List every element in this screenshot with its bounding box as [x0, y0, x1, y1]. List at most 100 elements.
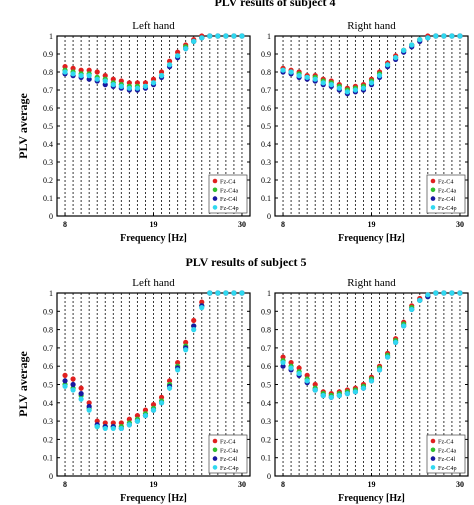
panel-3-point-fz-c4 — [134, 413, 141, 419]
panel-4-point-fz-c4p — [304, 378, 310, 384]
panel-1-ytick-label: 0.5 — [43, 122, 53, 131]
panel-3-point-fz-c4 — [110, 420, 116, 426]
panel-3-point-fz-c4p — [110, 425, 116, 432]
panel-1-point-fz-c4p — [134, 85, 141, 91]
panel-2-point-fz-c4p — [384, 62, 391, 68]
panel-3-xtick-label: 30 — [238, 480, 246, 489]
panel-2-title: Right hand — [347, 20, 396, 32]
panel-3-ytick-label: 0.6 — [43, 362, 53, 371]
panel-2-ytick-label: 0.7 — [261, 86, 271, 95]
panel-4-ytick-label: 0.2 — [261, 435, 271, 444]
panel-3-point-fz-c4p — [199, 305, 205, 311]
panel-3-point-fz-c4l — [70, 381, 76, 388]
panel-3-ytick-label: 0 — [49, 472, 53, 481]
panel-4-legend-label: Fz-C4p — [438, 465, 457, 472]
panel-1-point-fz-c4p — [62, 69, 68, 75]
panel-1-ytick-label: 1 — [49, 32, 53, 41]
panel-2-legend-marker — [430, 178, 436, 184]
panel-1-ytick-label: 0.2 — [43, 176, 53, 185]
panel-1-point-fz-c4p — [70, 71, 76, 77]
panel-3-point-fz-c4p — [118, 425, 124, 432]
panel-3-ytick-label: 0.3 — [43, 417, 53, 426]
panel-4-ytick-label: 0.6 — [261, 362, 271, 371]
panel-1-point-fz-c4p — [207, 33, 213, 39]
panel-4-ytick-label: 0.4 — [261, 399, 271, 408]
panel-3-title: Left hand — [132, 277, 175, 289]
panel-1-point-fz-c4p — [191, 38, 197, 45]
panel-4-x-axis-label: Frequency [Hz] — [338, 493, 405, 504]
panel-1-point-fz-c4p — [158, 73, 165, 79]
panel-4-point-fz-c4p — [296, 370, 302, 377]
panel-3-point-fz-c4p — [215, 290, 221, 296]
panel-2-point-fz-c4p — [441, 33, 447, 39]
panel-1-point-fz-c4 — [142, 80, 149, 86]
panel-3-point-fz-c4p — [86, 407, 92, 413]
panel-3-point-fz-c4 — [70, 376, 76, 382]
panel-3-point-fz-c4p — [166, 385, 173, 391]
panel-2-point-fz-c4p — [296, 73, 302, 79]
panel-3-point-fz-c4p — [126, 422, 132, 428]
panel-1-point-fz-c4l — [86, 76, 92, 82]
panel-2-ytick-label: 0.4 — [261, 140, 271, 149]
panel-1-ytick-label: 0 — [49, 212, 53, 221]
panel-3-point-fz-c4 — [166, 378, 173, 384]
panel-4-point-fz-c4p — [368, 378, 375, 384]
panel-4-point-fz-c4p — [336, 392, 342, 399]
panel-4-point-fz-c4p — [360, 385, 367, 391]
panel-4-point-fz-c4 — [304, 372, 310, 378]
panel-3-ytick-label: 0.5 — [43, 381, 53, 390]
panel-1-point-fz-c4p — [199, 35, 205, 41]
panel-4-legend-label: Fz-C4a — [438, 447, 456, 454]
panel-2-legend-marker — [430, 187, 436, 193]
panel-3-point-fz-c4p — [175, 367, 181, 373]
panel-2-legend-label: Fz-C4a — [438, 187, 456, 194]
panel-2-point-fz-c4p — [433, 33, 439, 39]
panel-3-legend-marker — [212, 465, 218, 470]
panel-3-point-fz-c4 — [94, 418, 100, 424]
panel-2-point-fz-c4p — [344, 89, 350, 95]
panel-1-ytick-label: 0.7 — [43, 86, 53, 95]
panel-1-point-fz-c4p — [118, 83, 124, 89]
panel-3-point-fz-c4p — [191, 327, 197, 333]
panel-4-point-fz-c4p — [457, 290, 463, 296]
panel-3-legend-label: Fz-C4 — [220, 439, 235, 446]
panel-3-legend-label: Fz-C4l — [220, 456, 237, 463]
panel-1-point-fz-c4p — [110, 82, 116, 88]
panel-4-ytick-label: 0.7 — [261, 344, 271, 353]
panel-3-ytick-label: 0.9 — [43, 307, 53, 316]
panel-1-point-fz-c4p — [166, 62, 173, 68]
panel-1-legend-label: Fz-C4p — [220, 205, 239, 212]
panel-4-point-fz-c4p — [433, 290, 439, 296]
panel-4-point-fz-c4p — [352, 389, 359, 395]
panel-1-point-fz-c4p — [102, 78, 108, 84]
panel-2-point-fz-c4p — [368, 80, 375, 86]
panel-4-point-fz-c4p — [425, 292, 431, 298]
panel-1-point-fz-c4p — [183, 46, 189, 52]
panel-4-ytick-label: 0.5 — [261, 381, 271, 390]
panel-2-ytick-label: 0.2 — [261, 176, 271, 185]
panel-3-point-fz-c4p — [134, 418, 141, 424]
panel-4-point-fz-c4l — [280, 363, 286, 369]
panel-1-point-fz-c4 — [102, 73, 108, 79]
panel-3-ytick-label: 0.1 — [43, 454, 53, 463]
panel-3-ytick-label: 1 — [49, 289, 53, 298]
panel-4-ytick-label: 0.1 — [261, 454, 271, 463]
panel-1-point-fz-c4p — [223, 33, 229, 39]
panel-2-point-fz-c4p — [336, 85, 342, 91]
panel-3-point-fz-c4p — [94, 423, 100, 430]
panel-3-ytick-label: 0.7 — [43, 344, 53, 353]
panel-3-point-fz-c4p — [62, 383, 68, 389]
panel-1-point-fz-c4p — [215, 33, 221, 39]
panel-3-legend-label: Fz-C4a — [220, 447, 238, 454]
panel-2-point-fz-c4p — [425, 35, 431, 41]
panel-3-legend-label: Fz-C4p — [220, 465, 239, 472]
panel-1-point-fz-c4p — [175, 53, 181, 59]
panel-2-ytick-label: 0 — [267, 212, 271, 221]
panel-3-point-fz-c4 — [191, 317, 197, 324]
panel-3-ytick-label: 0.4 — [43, 399, 53, 408]
panel-3-point-fz-c4 — [175, 359, 181, 366]
panel-3-ytick-label: 0.2 — [43, 435, 53, 444]
panel-2-xtick-label: 8 — [281, 220, 285, 229]
panel-2-legend-label: Fz-C4 — [438, 179, 453, 186]
